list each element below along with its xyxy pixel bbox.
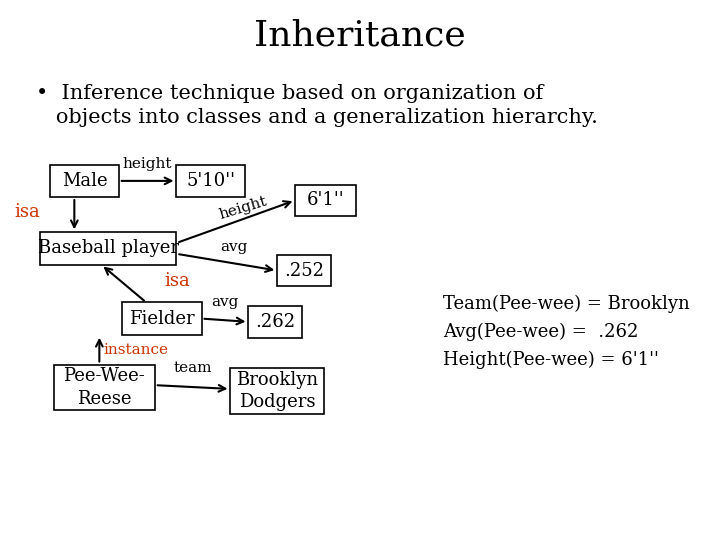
Text: .252: .252 — [284, 261, 324, 280]
Text: avg: avg — [220, 240, 248, 254]
Text: •  Inference technique based on organization of: • Inference technique based on organizat… — [36, 84, 544, 103]
FancyBboxPatch shape — [176, 165, 245, 197]
Text: Brooklyn
Dodgers: Brooklyn Dodgers — [236, 371, 318, 411]
Text: height: height — [217, 194, 269, 222]
FancyBboxPatch shape — [54, 364, 155, 410]
FancyBboxPatch shape — [40, 232, 176, 265]
Text: Pee-Wee-
Reese: Pee-Wee- Reese — [63, 367, 145, 408]
FancyBboxPatch shape — [230, 368, 324, 414]
Text: team: team — [174, 361, 212, 375]
Text: instance: instance — [103, 343, 168, 356]
Text: Baseball player: Baseball player — [37, 239, 179, 258]
Text: height: height — [123, 157, 172, 171]
Text: Fielder: Fielder — [129, 309, 195, 328]
FancyBboxPatch shape — [122, 302, 202, 335]
FancyBboxPatch shape — [248, 306, 302, 338]
Text: 5'10'': 5'10'' — [186, 172, 235, 190]
FancyBboxPatch shape — [277, 255, 331, 286]
FancyBboxPatch shape — [50, 165, 119, 197]
Text: .262: .262 — [256, 313, 295, 331]
Text: isa: isa — [164, 272, 190, 290]
Text: avg: avg — [211, 295, 239, 309]
Text: Team(Pee-wee) = Brooklyn
Avg(Pee-wee) =  .262
Height(Pee-wee) = 6'1'': Team(Pee-wee) = Brooklyn Avg(Pee-wee) = … — [443, 295, 690, 369]
Text: objects into classes and a generalization hierarchy.: objects into classes and a generalizatio… — [36, 108, 598, 127]
Text: 6'1'': 6'1'' — [307, 191, 345, 210]
Text: Inheritance: Inheritance — [254, 18, 466, 52]
Text: isa: isa — [14, 203, 40, 221]
Text: Male: Male — [62, 172, 107, 190]
FancyBboxPatch shape — [295, 185, 356, 216]
